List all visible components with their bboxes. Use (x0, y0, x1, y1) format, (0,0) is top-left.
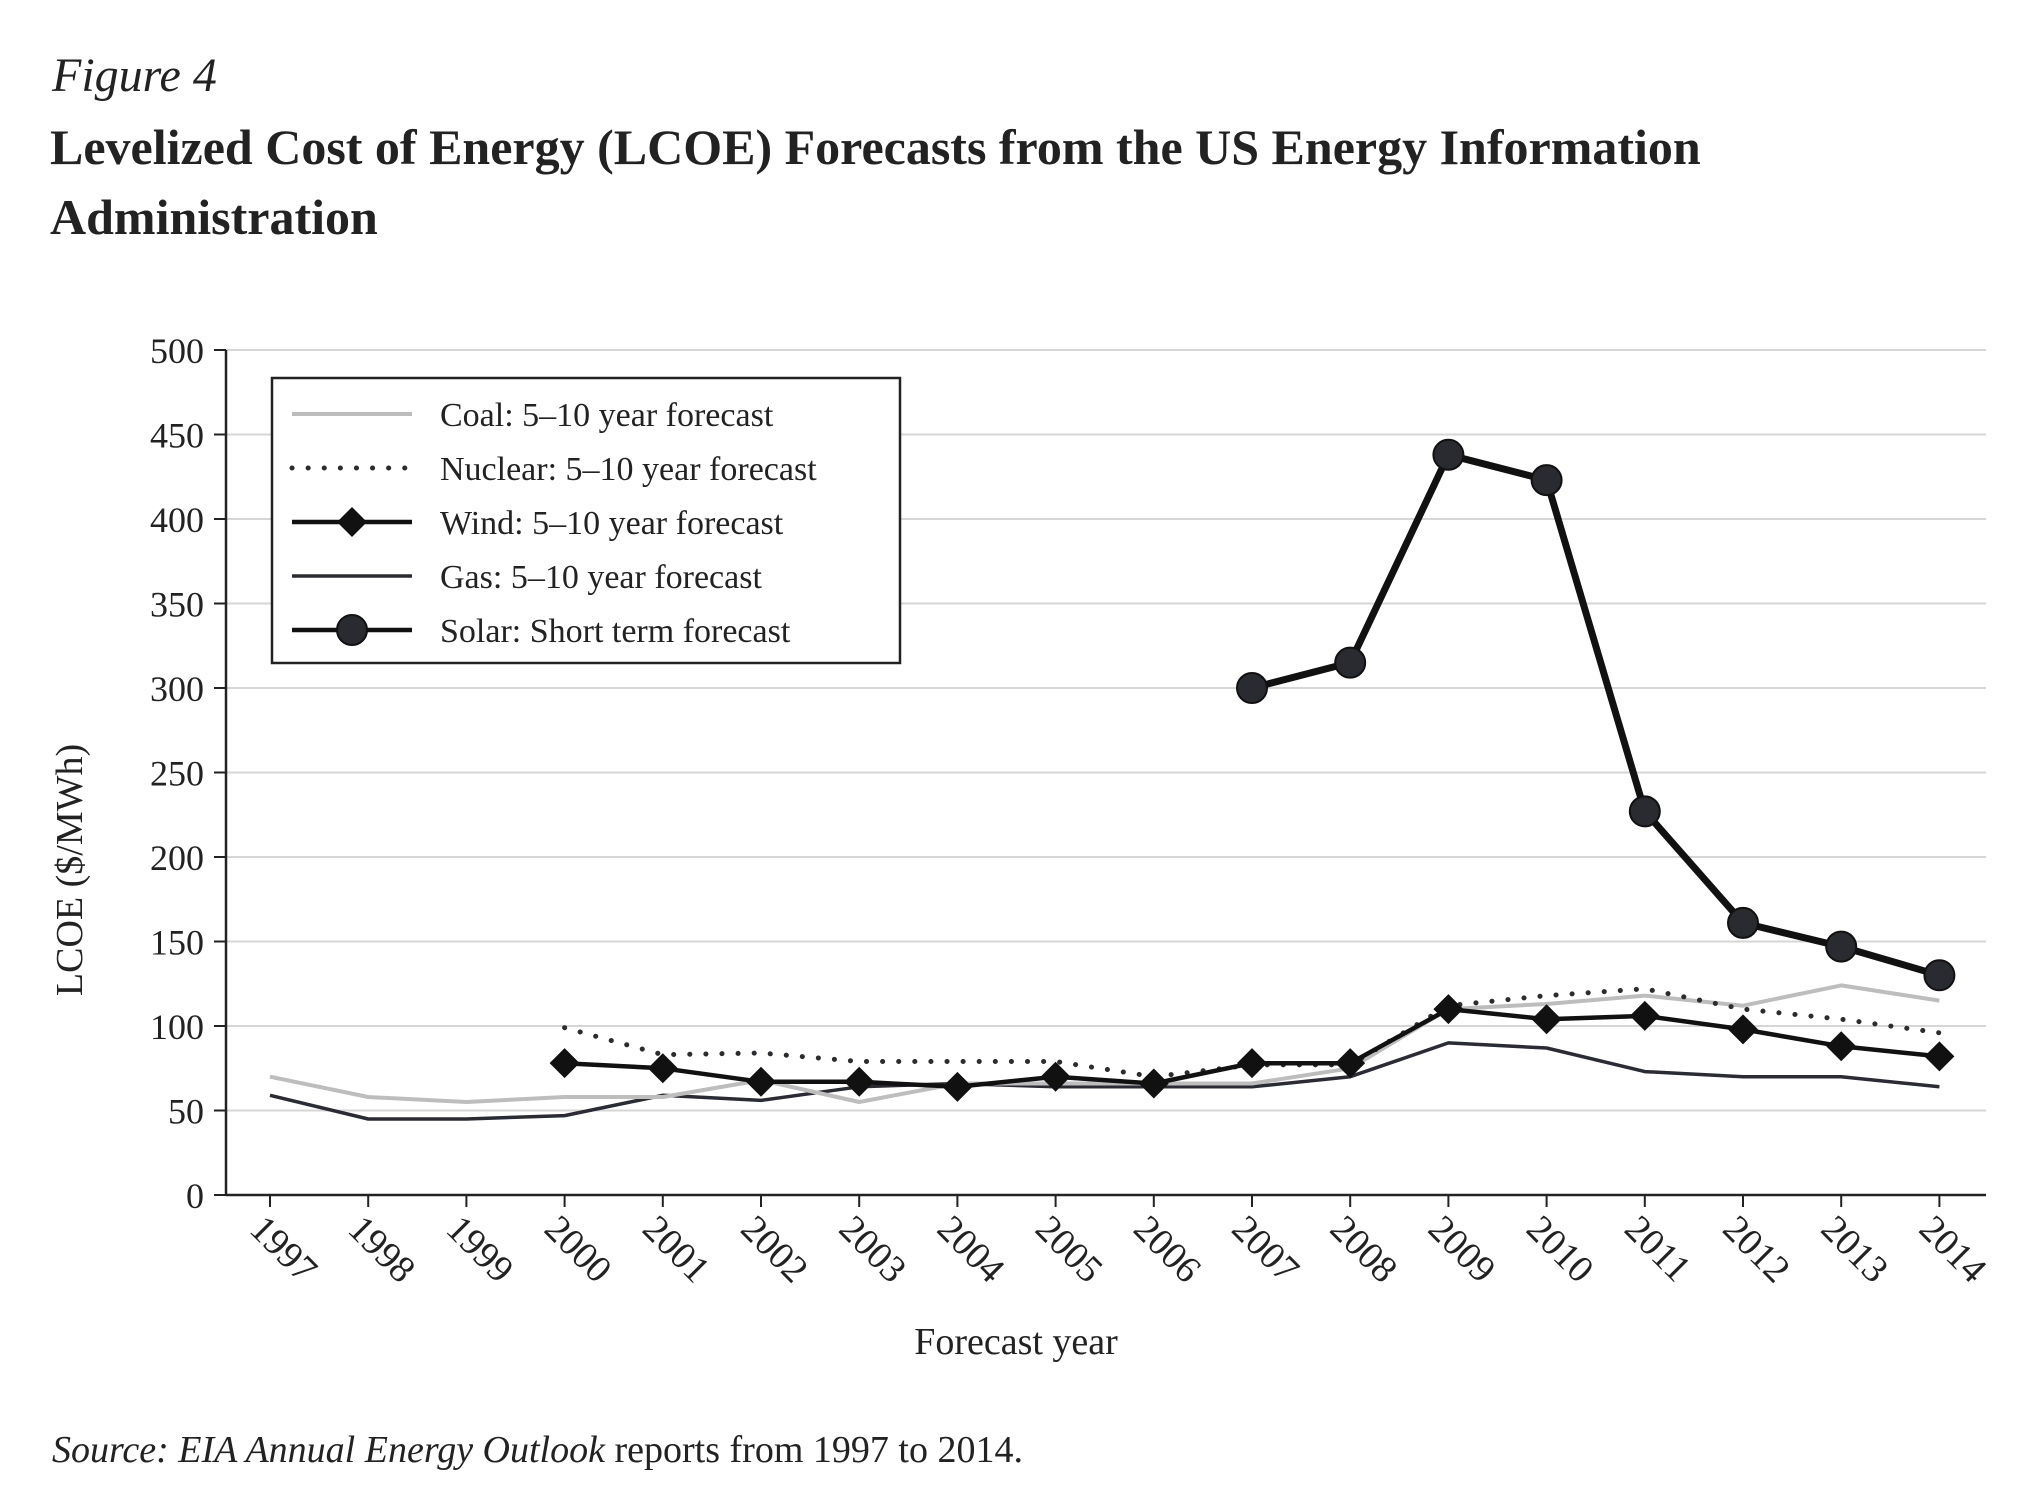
circle-marker (1432, 438, 1465, 471)
legend-label: Nuclear: 5–10 year forecast (440, 451, 817, 488)
y-tick-label: 50 (168, 1092, 204, 1132)
y-tick-labels: 0 50 100 150 200 250 300 350 400 450 500 (150, 331, 204, 1216)
series-solid-dark (269, 1041, 1940, 1121)
circle-marker (1334, 646, 1367, 679)
y-tick-label: 150 (150, 923, 204, 963)
diamond-marker (1826, 1031, 1857, 1062)
series-diamond (549, 994, 1955, 1102)
x-tick-labels: 1997 1998 1999 2000 2001 2002 2003 2004 2005 2006… (242, 1208, 1995, 1291)
x-tick-label: 2001 (634, 1208, 717, 1291)
y-tick-label: 450 (150, 416, 204, 456)
y-tick-label: 0 (186, 1176, 204, 1216)
circle-marker (1628, 795, 1661, 828)
diamond-marker (647, 1053, 678, 1084)
x-tick-label: 2012 (1715, 1208, 1798, 1291)
x-tick-label: 2004 (929, 1208, 1012, 1291)
diamond-marker (1531, 1004, 1562, 1035)
diamond-marker (1433, 994, 1464, 1025)
circle-marker (1727, 906, 1759, 939)
diamond-marker (1335, 1048, 1366, 1079)
x-tick-label: 2009 (1420, 1208, 1503, 1291)
diamond-marker (942, 1071, 973, 1102)
x-tick-label: 1998 (340, 1208, 423, 1291)
y-tick-label: 100 (150, 1007, 204, 1047)
legend-item: Nuclear: 5–10 year forecast (289, 451, 817, 488)
legend: Coal: 5–10 year forecast Nuclear: 5–10 ye… (270, 376, 902, 665)
diamond-marker (1237, 1048, 1267, 1079)
legend-item: Solar: Short term forecast (292, 613, 791, 650)
y-tick-label: 200 (150, 838, 204, 878)
legend-label: Coal: 5–10 year forecast (440, 397, 774, 434)
axes (214, 349, 1986, 1207)
series-circle (1236, 438, 1956, 992)
series-solid-light (269, 983, 1940, 1104)
y-tick-label: 350 (150, 585, 204, 625)
circle-marker (1825, 930, 1858, 963)
diamond-marker (1728, 1014, 1758, 1045)
source-citation: Source: EIA Annual Energy Outlook (52, 1429, 605, 1471)
x-axis-label: Forecast year (914, 1321, 1118, 1363)
x-tick-label: 2002 (733, 1208, 816, 1291)
diamond-marker (1138, 1068, 1169, 1099)
circle-marker (1923, 959, 1956, 992)
x-tick-label: 1997 (242, 1208, 325, 1291)
x-tick-label: 2014 (1911, 1208, 1994, 1291)
circle-marker (1236, 672, 1268, 704)
diamond-marker (549, 1048, 580, 1079)
y-axis-label: LCOE ($/MWh) (49, 744, 91, 996)
figure-label: Figure 4 (52, 49, 217, 102)
y-tick-label: 300 (150, 669, 204, 709)
y-tick-label: 400 (150, 500, 204, 540)
legend-label: Wind: 5–10 year forecast (440, 505, 784, 542)
diamond-marker (746, 1066, 776, 1097)
legend-label: Gas: 5–10 year forecast (440, 559, 762, 596)
diamond-marker (337, 507, 367, 537)
x-tick-label: 2003 (831, 1208, 914, 1291)
diamond-marker (1040, 1061, 1071, 1092)
series-line (1251, 451, 1941, 979)
grid-lines (226, 349, 1986, 1112)
x-tick-label: 2011 (1616, 1208, 1698, 1290)
legend-label: Solar: Short term forecast (440, 613, 791, 650)
source-note: Source: EIA Annual Energy Outlook report… (52, 1428, 1023, 1472)
diamond-marker (1629, 1000, 1660, 1031)
x-tick-label: 2000 (536, 1208, 619, 1291)
x-tick-label: 2005 (1027, 1208, 1110, 1291)
source-text: reports from 1997 to 2014. (605, 1429, 1023, 1471)
x-tick-label: 2006 (1125, 1208, 1208, 1291)
x-tick-label: 2007 (1224, 1208, 1307, 1291)
x-tick-label: 2010 (1518, 1208, 1601, 1291)
diamond-marker (1924, 1041, 1955, 1072)
legend-item: Coal: 5–10 year forecast (292, 397, 774, 434)
chart-title: Levelized Cost of Energy (LCOE) Forecast… (50, 119, 1701, 245)
series-group (269, 438, 1956, 1121)
legend-item: Gas: 5–10 year forecast (292, 559, 762, 596)
diamond-marker (844, 1066, 875, 1097)
y-tick-label: 250 (150, 754, 204, 794)
legend-item: Wind: 5–10 year forecast (292, 505, 784, 542)
circle-marker (336, 614, 368, 646)
series-line (269, 983, 1940, 1104)
x-tick-label: 2008 (1322, 1208, 1405, 1291)
circle-marker (1530, 464, 1563, 497)
x-tick-label: 2013 (1813, 1208, 1896, 1291)
x-tick-label: 1999 (438, 1208, 521, 1291)
y-tick-label: 500 (150, 331, 204, 371)
series-line (269, 1041, 1940, 1121)
